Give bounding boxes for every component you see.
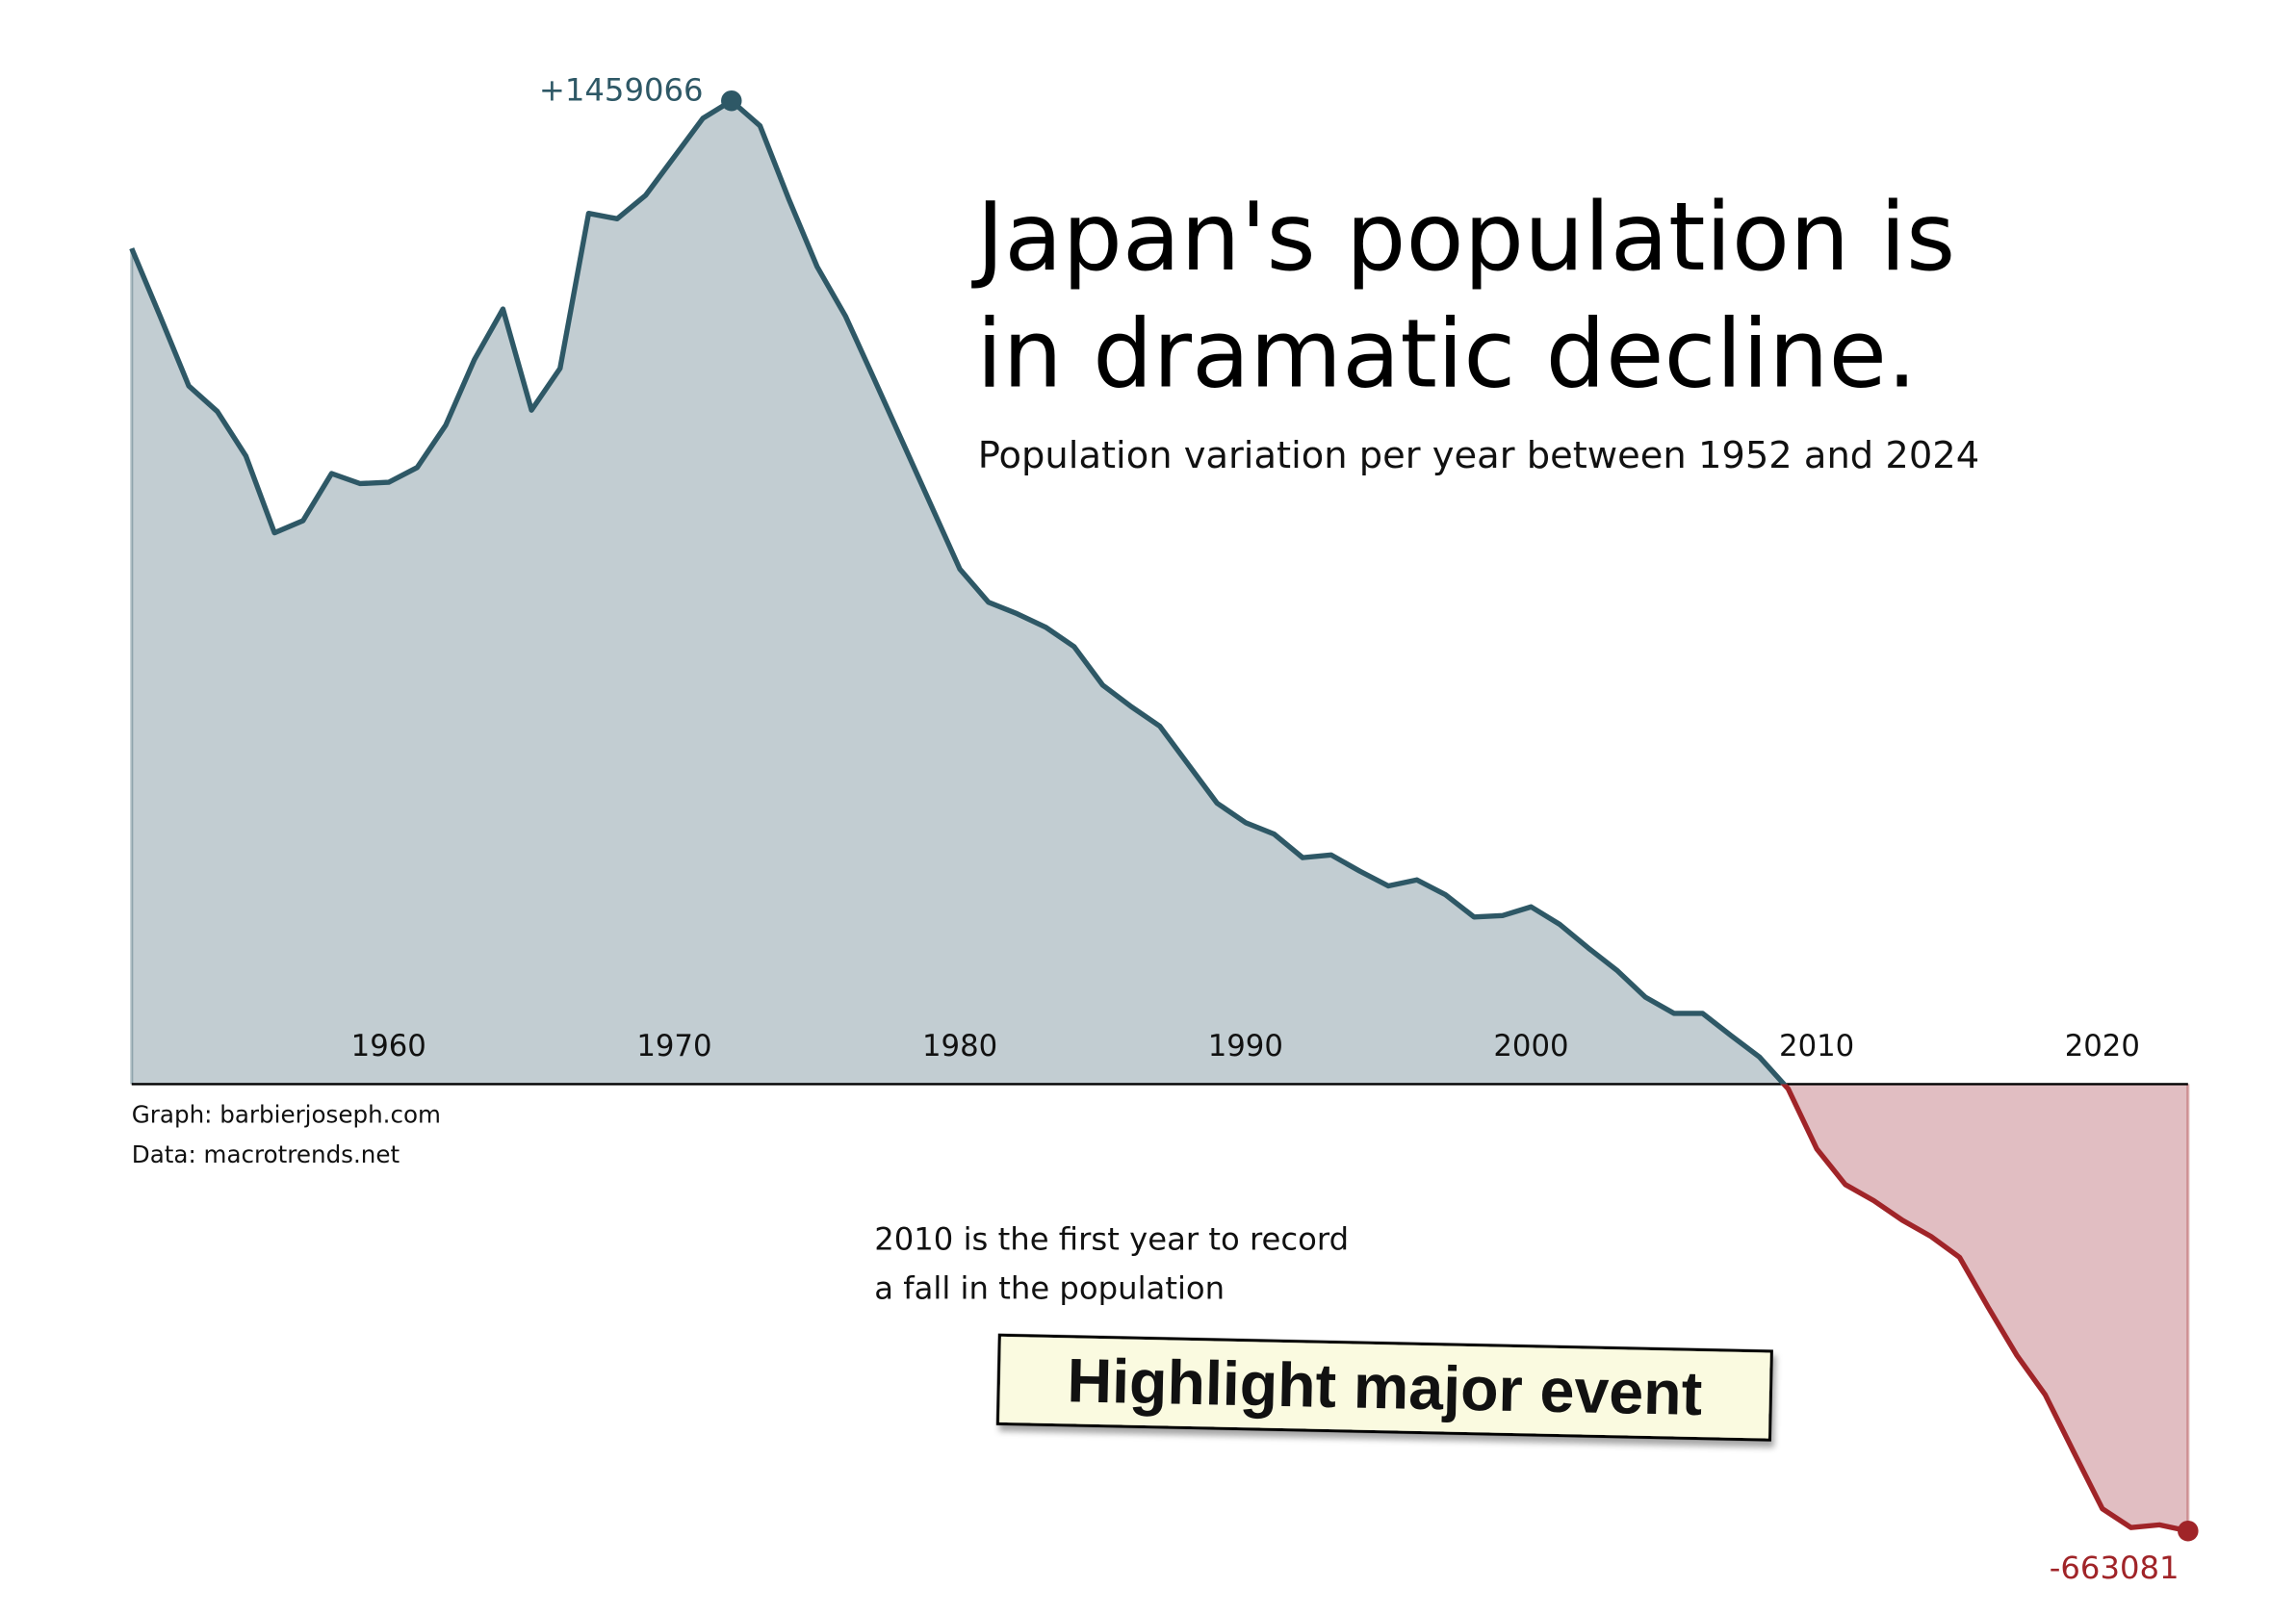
x-tick-label: 2010 <box>1779 1029 1854 1063</box>
annotation: a fall in the population <box>874 1269 1225 1306</box>
highlight-text: Highlight major event <box>1067 1345 1703 1428</box>
x-tick-label: 1980 <box>922 1029 997 1063</box>
x-tick-label: 2020 <box>2065 1029 2140 1063</box>
title-line: in dramatic decline. <box>976 299 1917 409</box>
point <box>721 90 742 112</box>
highlight-rect <box>995 1333 1773 1442</box>
subtitle: Population variation per year between 19… <box>978 434 1979 477</box>
value-label: +1459066 <box>539 72 704 109</box>
point <box>2178 1520 2199 1542</box>
x-tick-label: 1960 <box>351 1029 426 1063</box>
value-label: -663081 <box>2050 1550 2180 1586</box>
area <box>131 100 2188 1531</box>
x-tick-label: 1990 <box>1208 1029 1283 1063</box>
credit: Data: macrotrends.net <box>132 1140 400 1168</box>
x-tick-label: 1970 <box>636 1029 711 1063</box>
line <box>129 98 2189 1534</box>
highlight-box: Highlight major event <box>995 1333 1773 1442</box>
x-tick-label: 2000 <box>1493 1029 1568 1063</box>
title-line: Japan's population is <box>970 183 1955 293</box>
credit: Graph: barbierjoseph.com <box>132 1101 441 1129</box>
annotation: 2010 is the first year to record <box>874 1221 1349 1258</box>
